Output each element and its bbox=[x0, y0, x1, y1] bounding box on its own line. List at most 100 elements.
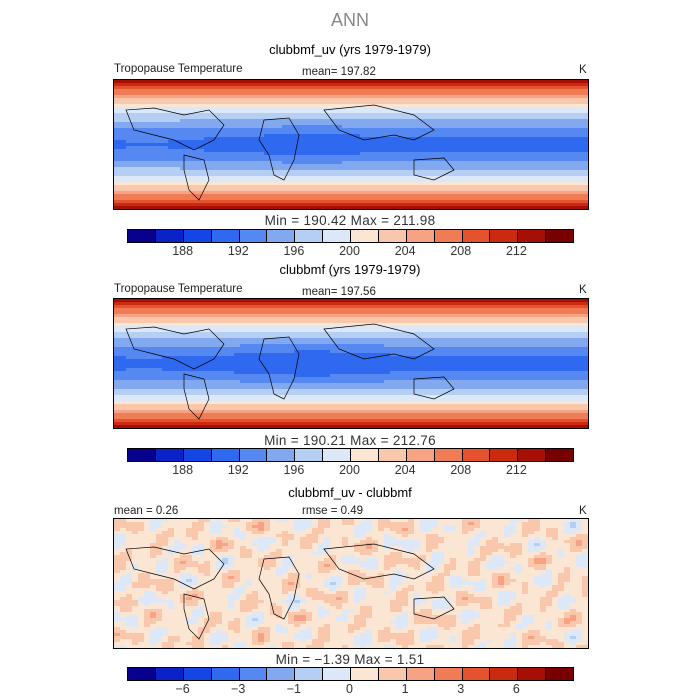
field-cell bbox=[468, 197, 475, 201]
field-cell bbox=[360, 107, 367, 111]
field-cell bbox=[504, 299, 511, 303]
field-cell bbox=[324, 86, 331, 90]
field-cell bbox=[570, 347, 577, 351]
field-cell bbox=[546, 353, 553, 357]
field-cell bbox=[120, 122, 127, 126]
field-cell bbox=[492, 125, 499, 129]
field-cell bbox=[348, 308, 355, 312]
field-cell bbox=[390, 323, 397, 327]
field-cell bbox=[168, 95, 175, 99]
field-cell bbox=[312, 203, 319, 207]
field-cell bbox=[168, 161, 175, 165]
field-cell bbox=[156, 149, 163, 153]
field-cell bbox=[528, 317, 535, 321]
field-cell bbox=[510, 203, 517, 207]
field-cell bbox=[234, 314, 241, 318]
field-cell bbox=[372, 176, 379, 180]
field-cell bbox=[144, 200, 151, 204]
field-cell bbox=[402, 320, 409, 324]
field-cell bbox=[246, 185, 253, 189]
field-cell bbox=[198, 353, 205, 357]
figure-title: ANN bbox=[330, 10, 369, 30]
field-cell bbox=[546, 122, 553, 126]
field-cell bbox=[246, 95, 253, 99]
field-cell bbox=[252, 200, 259, 204]
field-cell bbox=[300, 143, 307, 147]
field-cell bbox=[294, 167, 301, 171]
field-cell bbox=[468, 113, 475, 117]
field-cell bbox=[444, 158, 451, 162]
field-cell bbox=[324, 314, 331, 318]
field-cell bbox=[390, 167, 397, 171]
field-cell bbox=[540, 122, 547, 126]
field-cell bbox=[270, 197, 277, 201]
field-cell bbox=[528, 140, 535, 144]
field-cell bbox=[492, 98, 499, 102]
field-cell bbox=[228, 155, 235, 159]
field-cell bbox=[426, 356, 433, 360]
field-cell bbox=[558, 353, 565, 357]
field-cell bbox=[234, 131, 241, 135]
field-cell bbox=[450, 182, 457, 186]
field-cell bbox=[186, 143, 193, 147]
field-cell bbox=[522, 131, 529, 135]
field-cell bbox=[360, 344, 367, 348]
field-cell bbox=[246, 155, 253, 159]
field-cell bbox=[498, 101, 505, 105]
field-cell bbox=[528, 179, 535, 183]
field-cell bbox=[258, 101, 265, 105]
field-cell bbox=[402, 149, 409, 153]
field-cell bbox=[150, 110, 157, 114]
field-cell bbox=[546, 305, 553, 309]
field-cell bbox=[360, 194, 367, 198]
field-cell bbox=[288, 92, 295, 96]
field-cell bbox=[324, 341, 331, 345]
field-cell bbox=[318, 191, 325, 195]
field-cell bbox=[414, 92, 421, 96]
field-cell bbox=[246, 131, 253, 135]
field-cell bbox=[408, 176, 415, 180]
field-cell bbox=[312, 194, 319, 198]
field-cell bbox=[468, 305, 475, 309]
field-cell bbox=[546, 155, 553, 159]
field-cell bbox=[264, 131, 271, 135]
field-cell bbox=[450, 125, 457, 129]
field-cell bbox=[324, 146, 331, 150]
field-cell bbox=[450, 197, 457, 201]
field-cell bbox=[282, 344, 289, 348]
field-cell bbox=[336, 311, 343, 315]
field-cell bbox=[492, 311, 499, 315]
field-cell bbox=[150, 299, 157, 303]
field-cell bbox=[420, 317, 427, 321]
field-cell bbox=[246, 317, 253, 321]
field-cell bbox=[324, 137, 331, 141]
field-cell bbox=[234, 152, 241, 156]
field-cell bbox=[240, 347, 247, 351]
field-cell bbox=[498, 341, 505, 345]
field-cell bbox=[336, 140, 343, 144]
field-cell bbox=[438, 125, 445, 129]
field-cell bbox=[246, 116, 253, 120]
field-cell bbox=[300, 347, 307, 351]
field-cell bbox=[420, 86, 427, 90]
field-cell bbox=[360, 146, 367, 150]
field-cell bbox=[384, 101, 391, 105]
field-cell bbox=[240, 95, 247, 99]
field-cell bbox=[288, 137, 295, 141]
field-cell bbox=[204, 326, 211, 330]
field-cell bbox=[324, 80, 331, 84]
field-cell bbox=[294, 203, 301, 207]
field-cell bbox=[558, 86, 565, 90]
field-cell bbox=[246, 137, 253, 141]
field-cell bbox=[582, 347, 588, 351]
field-cell bbox=[186, 191, 193, 195]
field-cell bbox=[180, 176, 187, 180]
field-cell bbox=[570, 116, 577, 120]
field-cell bbox=[252, 155, 259, 159]
field-cell bbox=[222, 98, 229, 102]
field-cell bbox=[306, 152, 313, 156]
field-cell bbox=[150, 179, 157, 183]
field-cell bbox=[228, 347, 235, 351]
field-cell bbox=[252, 161, 259, 165]
field-cell bbox=[246, 350, 253, 354]
